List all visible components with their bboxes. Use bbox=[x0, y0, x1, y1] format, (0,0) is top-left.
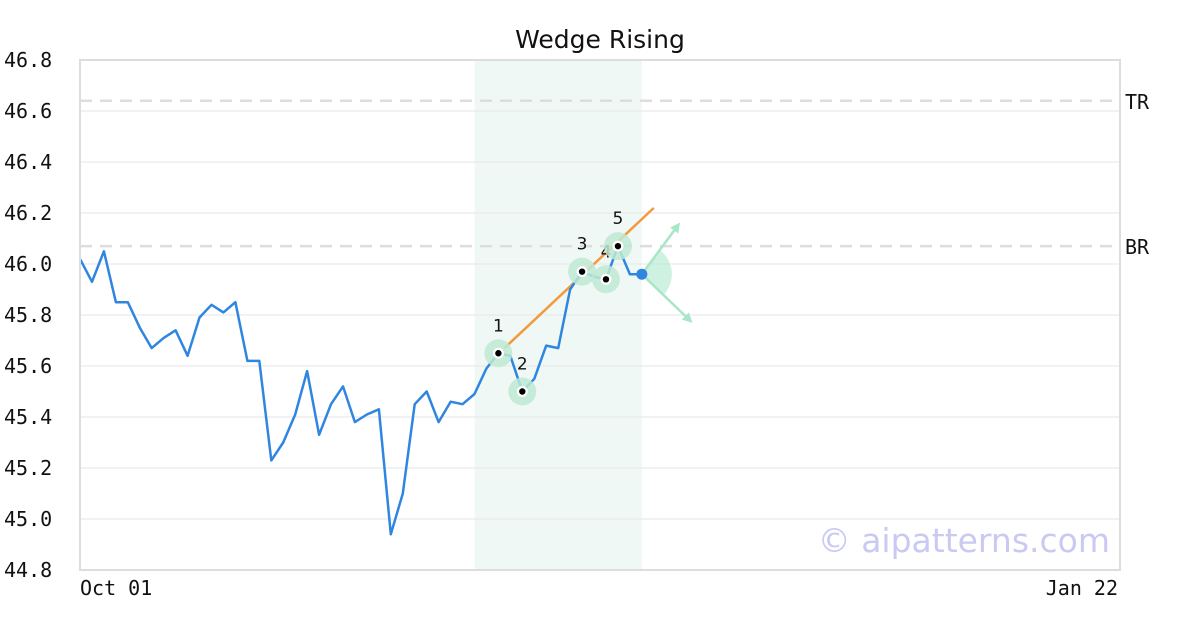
y-tick-label: 46.8 bbox=[4, 48, 52, 72]
x-tick-label: Oct 01 bbox=[80, 576, 152, 600]
x-tick-label: Jan 22 bbox=[1046, 576, 1118, 600]
pattern-point-4 bbox=[602, 276, 610, 283]
chart-title: Wedge Rising bbox=[515, 25, 685, 54]
pattern-point-label: 2 bbox=[517, 355, 528, 375]
y-tick-label: 46.2 bbox=[4, 201, 52, 225]
y-tick-label: 46.4 bbox=[4, 150, 52, 174]
pattern-point-5 bbox=[614, 242, 622, 250]
reference-line-label: BR bbox=[1125, 235, 1150, 259]
y-tick-label: 45.2 bbox=[4, 456, 52, 480]
plot-frame bbox=[79, 59, 1121, 571]
y-tick-label: 46.6 bbox=[4, 99, 52, 123]
y-tick-label: 44.8 bbox=[4, 558, 52, 582]
pattern-point-2 bbox=[519, 388, 526, 395]
y-tick-label: 45.0 bbox=[4, 507, 52, 531]
y-tick-label: 46.0 bbox=[4, 252, 52, 276]
price-series-line bbox=[78, 244, 642, 536]
last-price-point bbox=[636, 268, 648, 280]
projection-arrow-down bbox=[640, 273, 693, 323]
reference-line-label: TR bbox=[1125, 90, 1150, 114]
y-tick-label: 45.4 bbox=[4, 405, 52, 429]
projection-cone bbox=[641, 250, 672, 295]
pattern-point-3 bbox=[578, 268, 586, 275]
pattern-point-label: 5 bbox=[613, 209, 624, 229]
pattern-point-label: 3 bbox=[577, 235, 588, 255]
watermark: © aipatterns.com bbox=[818, 521, 1110, 560]
y-tick-label: 45.6 bbox=[4, 354, 52, 378]
y-tick-label: 45.8 bbox=[4, 303, 52, 327]
pattern-point-label: 1 bbox=[493, 316, 504, 336]
pattern-point-1 bbox=[495, 350, 502, 357]
projection-arrow-up bbox=[640, 222, 681, 275]
